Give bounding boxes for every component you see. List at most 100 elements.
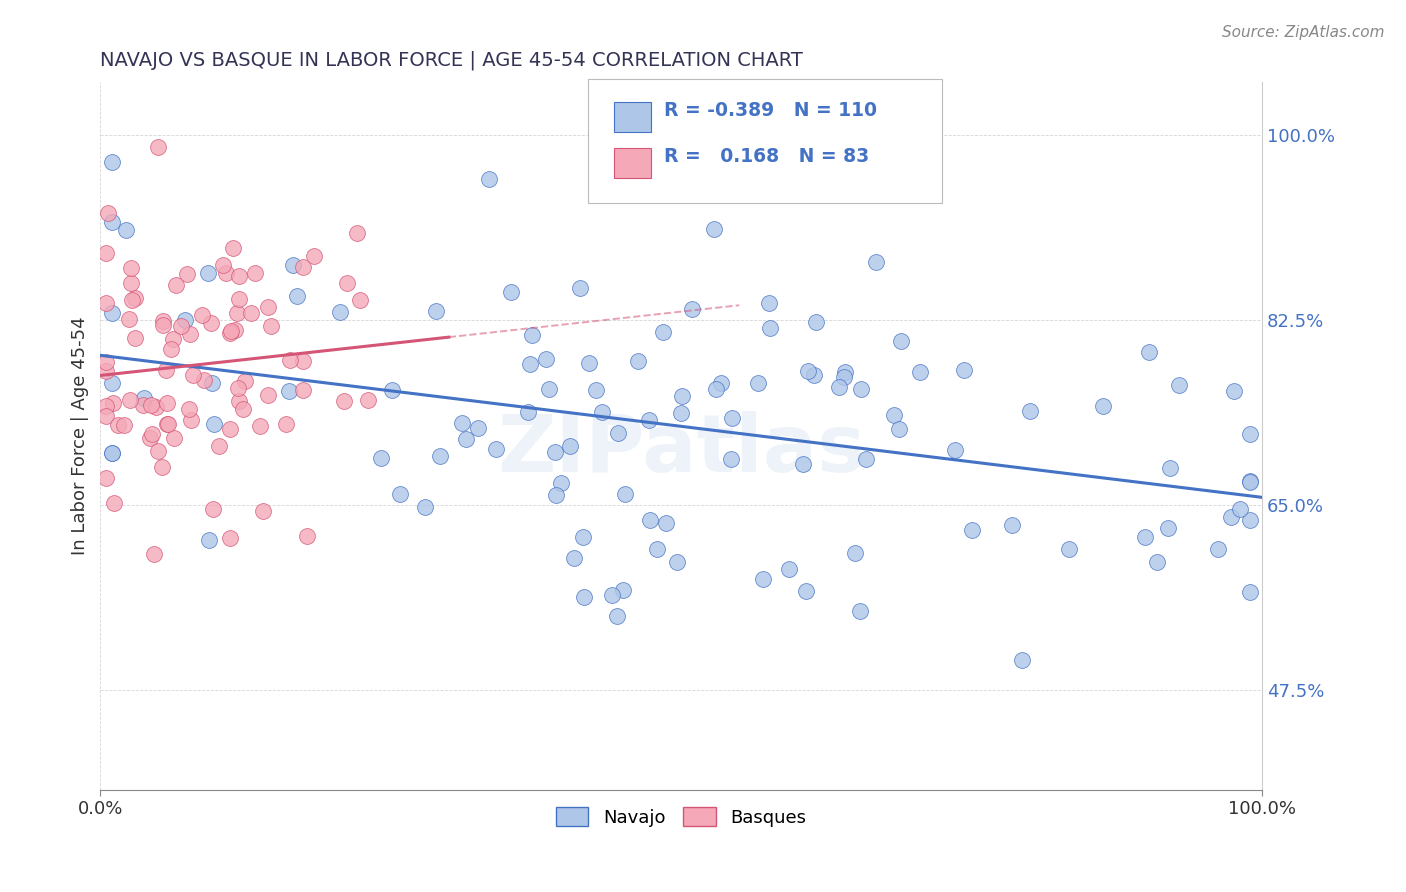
Point (467, 421, 489, 435)
Point (1206, 542, 1229, 557)
Point (645, 541, 668, 556)
Point (591, 405, 613, 419)
Point (170, 318, 193, 333)
Point (224, 323, 246, 337)
Point (96, 246, 118, 260)
Point (208, 439, 231, 453)
Point (336, 277, 359, 291)
Point (152, 314, 174, 328)
Point (671, 389, 693, 403)
Point (1223, 384, 1246, 398)
Point (332, 393, 354, 408)
Point (1239, 427, 1261, 442)
Point (180, 413, 202, 427)
Point (96, 355, 118, 369)
Point (96, 399, 118, 413)
Point (139, 431, 162, 445)
Point (101, 155, 124, 169)
Point (107, 418, 129, 433)
Point (134, 391, 156, 405)
Point (655, 516, 678, 531)
Point (222, 241, 245, 255)
Point (278, 384, 301, 398)
Point (292, 354, 315, 368)
Point (855, 452, 877, 467)
Point (1057, 542, 1080, 557)
Point (752, 572, 775, 586)
Point (834, 365, 856, 379)
Point (578, 356, 600, 370)
Text: Source: ZipAtlas.com: Source: ZipAtlas.com (1222, 25, 1385, 40)
Point (960, 523, 983, 537)
Point (274, 417, 297, 432)
Point (132, 398, 155, 412)
Point (120, 393, 142, 408)
Point (627, 353, 650, 368)
Point (291, 260, 314, 275)
Point (572, 530, 595, 544)
Point (607, 426, 630, 441)
Point (499, 285, 522, 300)
Point (943, 442, 966, 457)
Point (346, 227, 368, 241)
Point (228, 292, 250, 306)
Point (228, 269, 250, 284)
Point (952, 362, 974, 376)
Point (156, 417, 179, 431)
Y-axis label: In Labor Force | Age 45-54: In Labor Force | Age 45-54 (72, 317, 89, 556)
Point (152, 318, 174, 333)
Point (112, 418, 135, 433)
Point (193, 373, 215, 387)
Point (806, 315, 828, 329)
Point (146, 140, 169, 154)
Point (612, 583, 634, 598)
FancyBboxPatch shape (614, 148, 651, 178)
Point (225, 306, 247, 320)
Point (204, 417, 226, 432)
FancyBboxPatch shape (614, 103, 651, 132)
Point (538, 382, 561, 396)
Point (163, 431, 186, 445)
Point (139, 398, 162, 412)
Point (640, 513, 662, 527)
Point (703, 222, 725, 236)
Point (606, 609, 628, 624)
Point (1239, 513, 1261, 527)
Text: R =   0.168   N = 83: R = 0.168 N = 83 (664, 147, 869, 166)
Point (569, 281, 592, 295)
Point (211, 258, 233, 272)
Point (145, 400, 167, 414)
Point (249, 418, 271, 433)
Point (519, 357, 541, 371)
Point (614, 487, 637, 501)
Point (214, 266, 236, 280)
Point (219, 326, 242, 340)
Point (544, 444, 567, 458)
Point (101, 215, 124, 229)
Point (143, 547, 166, 561)
Point (792, 457, 814, 471)
Point (285, 289, 308, 303)
Point (1167, 378, 1189, 392)
Point (181, 368, 204, 382)
Point (103, 396, 125, 410)
Text: R = -0.389   N = 110: R = -0.389 N = 110 (664, 102, 877, 120)
Text: NAVAJO VS BASQUE IN LABOR FORCE | AGE 45-54 CORRELATION CHART: NAVAJO VS BASQUE IN LABOR FORCE | AGE 45… (100, 51, 803, 70)
Point (141, 427, 163, 442)
Point (124, 291, 146, 305)
Point (329, 305, 352, 319)
Point (200, 316, 222, 330)
Point (721, 410, 744, 425)
Point (370, 450, 392, 465)
Point (652, 325, 675, 339)
Point (252, 504, 274, 518)
Point (1137, 345, 1160, 359)
Point (637, 413, 659, 427)
Point (520, 327, 543, 342)
Point (177, 402, 200, 417)
Point (706, 382, 728, 396)
Point (295, 529, 318, 543)
Point (485, 442, 508, 456)
Point (96, 296, 118, 310)
Point (890, 334, 912, 348)
